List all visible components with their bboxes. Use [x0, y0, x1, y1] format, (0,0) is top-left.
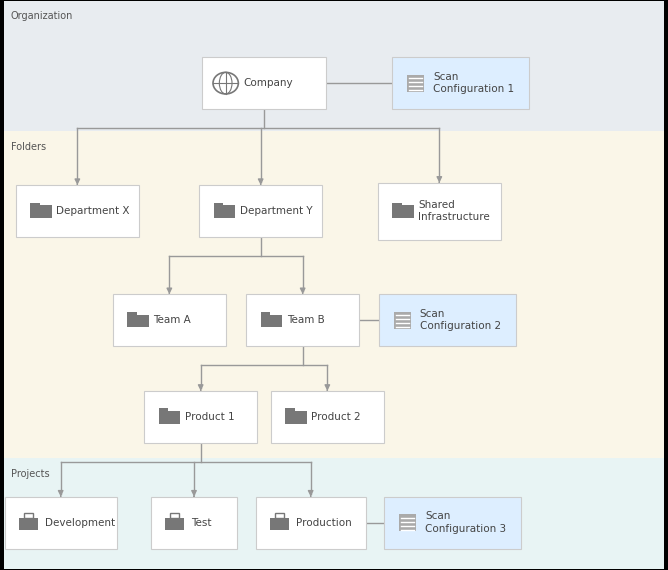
FancyBboxPatch shape	[214, 205, 235, 218]
FancyBboxPatch shape	[377, 182, 501, 239]
FancyBboxPatch shape	[392, 57, 529, 109]
FancyBboxPatch shape	[159, 411, 180, 424]
FancyBboxPatch shape	[399, 514, 416, 531]
Text: Scan
Configuration 1: Scan Configuration 1	[433, 72, 514, 95]
FancyBboxPatch shape	[393, 312, 411, 329]
Text: Department Y: Department Y	[240, 206, 313, 216]
FancyBboxPatch shape	[261, 315, 282, 327]
FancyBboxPatch shape	[5, 496, 117, 549]
Text: Development: Development	[45, 518, 116, 528]
Text: Test: Test	[191, 518, 212, 528]
FancyBboxPatch shape	[4, 132, 664, 458]
Text: Department X: Department X	[56, 206, 130, 216]
FancyBboxPatch shape	[407, 75, 424, 92]
Text: Production: Production	[297, 518, 352, 528]
FancyBboxPatch shape	[285, 411, 307, 424]
FancyBboxPatch shape	[256, 496, 365, 549]
FancyBboxPatch shape	[159, 408, 168, 412]
Text: Projects: Projects	[11, 469, 49, 479]
FancyBboxPatch shape	[4, 458, 664, 569]
FancyBboxPatch shape	[199, 185, 323, 237]
FancyBboxPatch shape	[202, 57, 326, 109]
FancyBboxPatch shape	[392, 202, 402, 206]
Text: Organization: Organization	[11, 11, 73, 21]
Text: Team B: Team B	[287, 315, 325, 325]
FancyBboxPatch shape	[271, 391, 384, 443]
FancyBboxPatch shape	[15, 185, 139, 237]
FancyBboxPatch shape	[4, 1, 664, 132]
FancyBboxPatch shape	[30, 202, 40, 206]
Text: Folders: Folders	[11, 142, 46, 152]
FancyBboxPatch shape	[214, 202, 223, 206]
FancyBboxPatch shape	[128, 315, 149, 327]
FancyBboxPatch shape	[261, 312, 271, 316]
FancyBboxPatch shape	[379, 294, 516, 347]
FancyBboxPatch shape	[113, 294, 226, 347]
FancyBboxPatch shape	[151, 496, 237, 549]
Text: Team A: Team A	[154, 315, 191, 325]
Text: Product 2: Product 2	[311, 412, 361, 422]
FancyBboxPatch shape	[166, 518, 184, 530]
FancyBboxPatch shape	[271, 518, 289, 530]
Text: Scan
Configuration 3: Scan Configuration 3	[425, 511, 506, 534]
FancyBboxPatch shape	[30, 205, 51, 218]
FancyBboxPatch shape	[128, 312, 137, 316]
FancyBboxPatch shape	[246, 294, 359, 347]
Text: Shared
Infrastructure: Shared Infrastructure	[418, 200, 490, 222]
FancyBboxPatch shape	[19, 518, 38, 530]
Text: Company: Company	[243, 78, 293, 88]
FancyBboxPatch shape	[384, 496, 521, 549]
FancyBboxPatch shape	[392, 205, 413, 218]
FancyBboxPatch shape	[144, 391, 257, 443]
Text: Product 1: Product 1	[184, 412, 234, 422]
FancyBboxPatch shape	[285, 408, 295, 412]
Text: Scan
Configuration 2: Scan Configuration 2	[420, 309, 501, 331]
